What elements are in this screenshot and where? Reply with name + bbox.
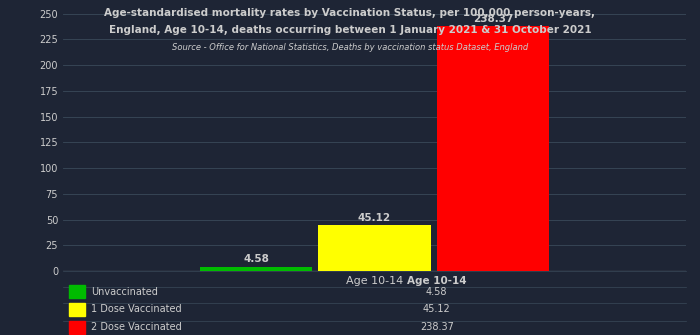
FancyBboxPatch shape [69, 285, 85, 298]
Text: 4.58: 4.58 [426, 287, 447, 296]
Text: Age 10-14: Age 10-14 [407, 276, 467, 286]
Text: 238.37: 238.37 [420, 322, 454, 332]
Text: 45.12: 45.12 [358, 213, 391, 223]
Bar [437, 26, 549, 271]
Text: 1 Dose Vaccinated: 1 Dose Vaccinated [91, 305, 182, 315]
Text: 238.37: 238.37 [473, 14, 513, 23]
Text: Age-standardised mortality rates by Vaccination Status, per 100,000 person-years: Age-standardised mortality rates by Vacc… [104, 8, 596, 18]
Bar [200, 267, 312, 271]
FancyBboxPatch shape [69, 321, 85, 334]
Bar [318, 225, 430, 271]
Text: Source - Office for National Statistics, Deaths by vaccination status Dataset, E: Source - Office for National Statistics,… [172, 43, 528, 52]
Text: Unvaccinated: Unvaccinated [91, 287, 158, 296]
Text: 2 Dose Vaccinated: 2 Dose Vaccinated [91, 322, 182, 332]
Text: 4.58: 4.58 [243, 255, 269, 264]
Text: 45.12: 45.12 [423, 305, 451, 315]
Text: England, Age 10-14, deaths occurring between 1 January 2021 & 31 October 2021: England, Age 10-14, deaths occurring bet… [108, 25, 592, 35]
FancyBboxPatch shape [69, 303, 85, 316]
